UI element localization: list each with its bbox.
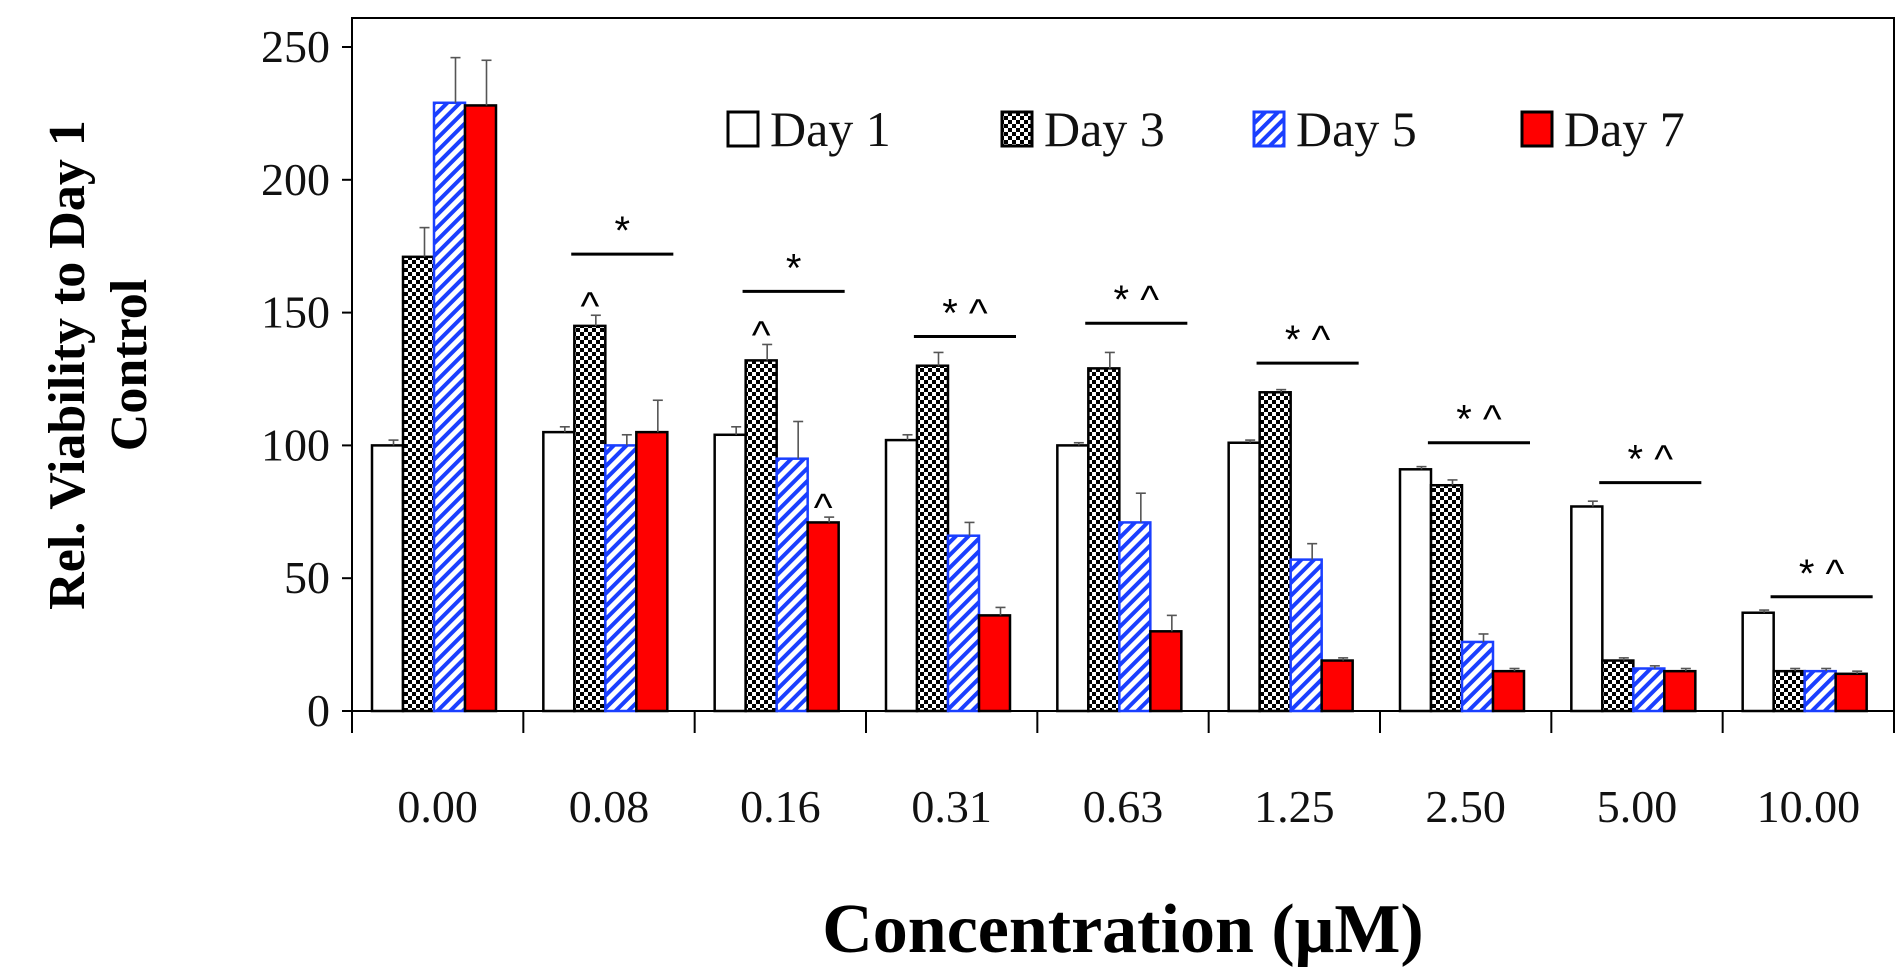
legend-swatch-day-5 bbox=[1252, 110, 1286, 148]
legend: Day 1 Day 3 Day 5 Day 7 bbox=[726, 101, 1685, 157]
bar-day-5 bbox=[604, 444, 638, 713]
y-tick-label: 250 bbox=[261, 21, 330, 72]
legend-label: Day 7 bbox=[1564, 101, 1685, 157]
x-tick-label: 0.00 bbox=[397, 781, 478, 832]
x-tick-label: 5.00 bbox=[1597, 781, 1678, 832]
bar-day-7 bbox=[1491, 669, 1526, 713]
legend-swatch-day-3 bbox=[1000, 110, 1034, 148]
bar-day-1 bbox=[1570, 505, 1604, 713]
y-tick-label: 50 bbox=[284, 552, 330, 603]
x-tick-label: 1.25 bbox=[1254, 781, 1335, 832]
bar-day-3 bbox=[744, 359, 778, 713]
bar-day-3 bbox=[1258, 391, 1292, 713]
bar-significance-mark: ^ bbox=[580, 284, 599, 328]
bar-day-7 bbox=[1320, 659, 1354, 713]
bar-day-1 bbox=[884, 438, 919, 713]
bar-day-3 bbox=[1429, 483, 1464, 713]
x-tick-label: 0.63 bbox=[1083, 781, 1164, 832]
significance-label: * ^ bbox=[1114, 278, 1160, 322]
bar-significance-mark: ^ bbox=[814, 486, 833, 530]
bar-day-1 bbox=[1056, 444, 1090, 713]
bar-day-3 bbox=[401, 255, 436, 713]
x-axis-title: Concentration (μM) bbox=[822, 891, 1424, 968]
bar-day-5 bbox=[1289, 558, 1323, 713]
y-tick-label: 200 bbox=[261, 154, 330, 205]
bar-day-5 bbox=[1460, 640, 1495, 713]
legend-swatch-day-1 bbox=[726, 110, 760, 148]
bar-day-7 bbox=[806, 521, 840, 713]
bar-day-7 bbox=[1834, 672, 1868, 713]
bar-significance-mark: ^ bbox=[752, 313, 771, 357]
bar-day-3 bbox=[1087, 367, 1121, 713]
y-axis-title-line2: Control bbox=[101, 279, 158, 451]
bar-day-7 bbox=[463, 104, 498, 713]
bar-day-7 bbox=[1149, 630, 1183, 713]
legend-label: Day 5 bbox=[1296, 101, 1417, 157]
significance-annotations: * ^ * ^ ^ * ^ * ^ * ^ * ^ * ^ * ^ bbox=[571, 209, 1873, 599]
x-tick-label: 10.00 bbox=[1757, 781, 1861, 832]
bar-day-1 bbox=[542, 430, 576, 713]
legend-label: Day 3 bbox=[1044, 101, 1165, 157]
y-axis-title-line1: Rel. Viability to Day 1 bbox=[39, 120, 96, 610]
bar-day-3 bbox=[1601, 659, 1635, 713]
significance-label: * ^ bbox=[1456, 398, 1502, 442]
y-tick-label: 0 bbox=[307, 685, 330, 736]
x-tick-label: 0.31 bbox=[911, 781, 992, 832]
bar-day-5 bbox=[1118, 521, 1152, 713]
bar-day-1 bbox=[1398, 468, 1433, 713]
bar-day-7 bbox=[977, 614, 1012, 713]
bar-day-5 bbox=[946, 534, 981, 713]
x-tick-label: 0.08 bbox=[569, 781, 650, 832]
y-tick-label: 150 bbox=[261, 287, 330, 338]
bar-day-5 bbox=[775, 457, 809, 713]
significance-label: * ^ bbox=[1628, 438, 1674, 482]
bar-day-1 bbox=[370, 444, 405, 713]
y-axis: 0 50 100 150 200 250 bbox=[261, 21, 352, 736]
bar-day-7 bbox=[635, 430, 669, 713]
bar-day-1 bbox=[1741, 611, 1775, 713]
bar-day-3 bbox=[1772, 669, 1806, 713]
bar-day-7 bbox=[1663, 669, 1697, 713]
y-tick-label: 100 bbox=[261, 419, 330, 470]
bar-day-5 bbox=[1632, 667, 1666, 713]
bar-day-1 bbox=[713, 433, 747, 713]
x-axis: 0.00 0.08 0.16 0.31 0.63 1.25 2.50 5.00 10.00 bbox=[351, 711, 1895, 832]
bar-day-3 bbox=[573, 324, 607, 713]
significance-label: * bbox=[786, 246, 802, 290]
bar-day-5 bbox=[432, 101, 467, 713]
bars bbox=[370, 56, 1868, 713]
significance-label: * ^ bbox=[1799, 552, 1845, 596]
x-tick-label: 0.16 bbox=[740, 781, 821, 832]
legend-swatch-day-7 bbox=[1520, 110, 1554, 148]
legend-label: Day 1 bbox=[770, 101, 891, 157]
y-axis-title: Rel. Viability to Day 1 Control bbox=[39, 120, 158, 610]
bar-day-1 bbox=[1227, 441, 1261, 713]
significance-label: * bbox=[614, 209, 630, 253]
x-tick-label: 2.50 bbox=[1425, 781, 1506, 832]
bar-day-3 bbox=[915, 364, 950, 713]
significance-label: * ^ bbox=[1285, 318, 1331, 362]
bar-day-5 bbox=[1803, 669, 1837, 713]
significance-label: * ^ bbox=[942, 292, 988, 336]
